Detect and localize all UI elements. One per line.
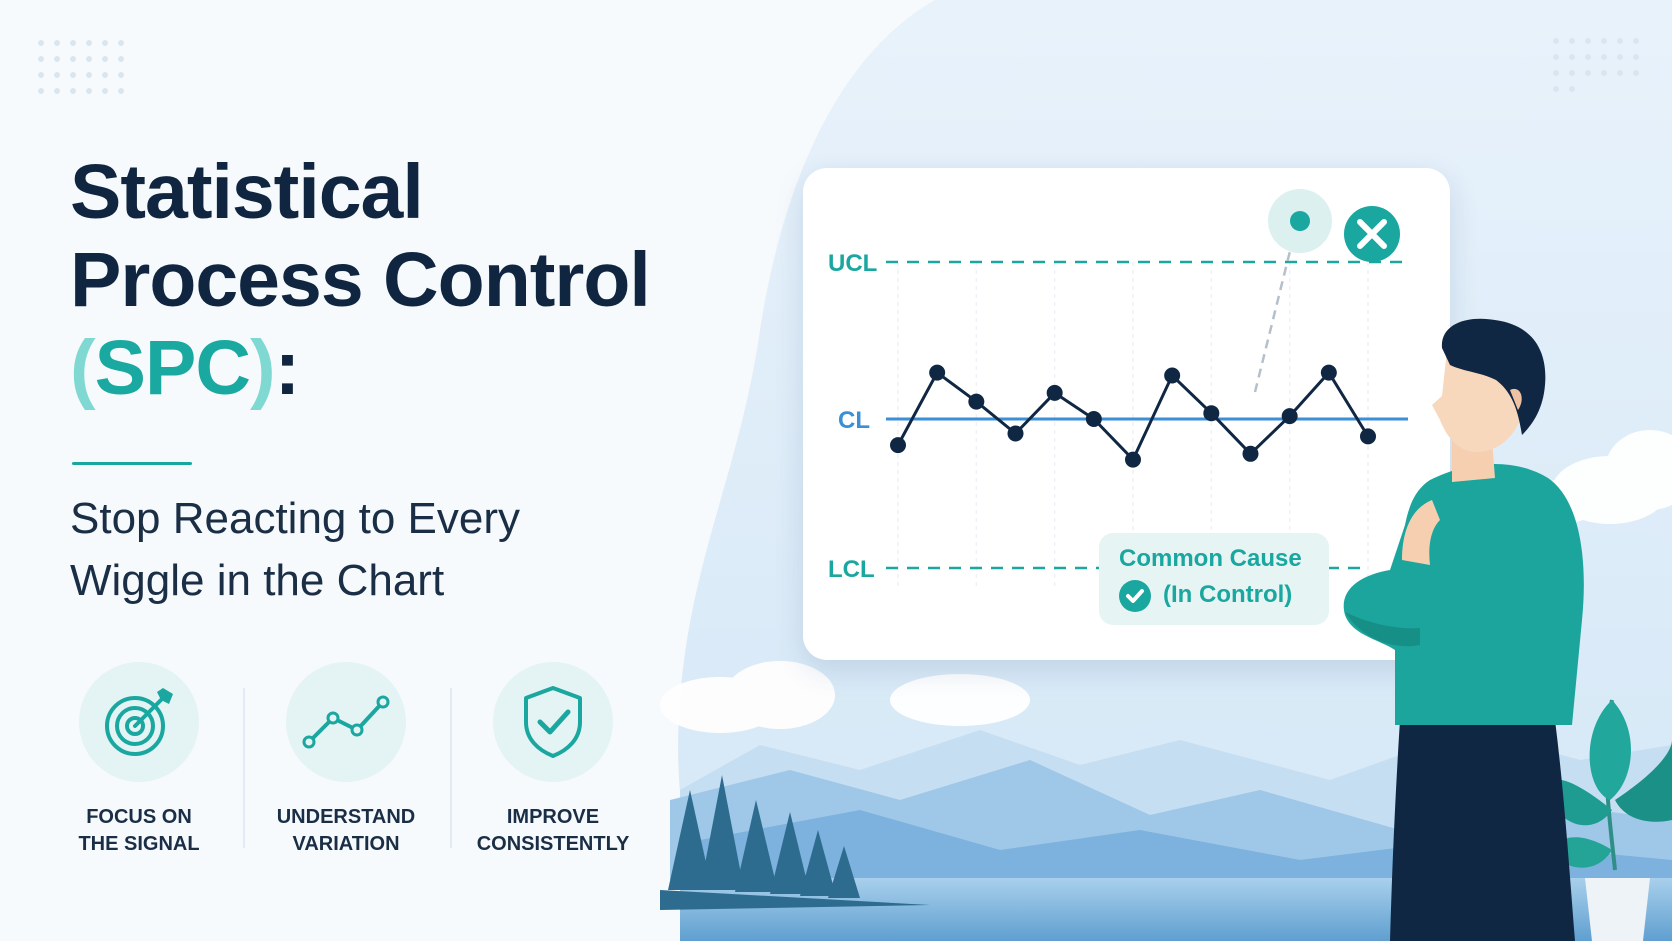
status-line-1: Common Cause: [1119, 545, 1302, 572]
subtitle-line-1: Stop Reacting to Every: [70, 494, 521, 543]
person-hand: [1402, 500, 1440, 565]
out-of-control-point: [1290, 211, 1310, 231]
data-series: [890, 364, 1376, 468]
feature-icon-circle: [286, 662, 406, 782]
shield-check-icon: [524, 686, 582, 758]
data-point: [1007, 425, 1024, 442]
data-point: [1360, 428, 1376, 445]
feature-focus-signal: FOCUS ON THE SIGNAL: [49, 662, 229, 858]
data-point: [1203, 405, 1220, 422]
dot-grid-left: [38, 40, 124, 94]
page-subtitle: Stop Reacting to Every Wiggle in the Cha…: [70, 488, 690, 612]
page-title: Statistical Process Control (SPC):: [70, 148, 750, 412]
data-point: [1242, 445, 1259, 462]
feature-label: IMPROVE CONSISTENTLY: [463, 804, 643, 858]
feature-label-line-2: CONSISTENTLY: [476, 833, 630, 855]
status-line-2: (In Control): [1163, 581, 1293, 608]
title-line-2: Process Control: [70, 237, 651, 323]
pine-trees: [660, 775, 930, 910]
check-circle-icon: [1119, 580, 1151, 612]
feature-improve-consistently: IMPROVE CONSISTENTLY: [463, 662, 643, 858]
feature-label: FOCUS ON THE SIGNAL: [49, 804, 229, 858]
feature-divider: [450, 688, 452, 848]
control-chart: UCL CL LCL: [828, 189, 1408, 588]
person-torso: [1343, 463, 1584, 725]
target-arrow-icon: [105, 688, 173, 756]
data-point: [1046, 384, 1063, 401]
chart-grid: [897, 262, 1369, 588]
feature-label-line-1: UNDERSTAND: [276, 806, 416, 828]
person-ear: [1510, 388, 1522, 410]
data-point: [929, 364, 946, 381]
data-point: [1281, 408, 1298, 425]
dot-grid-right: [1553, 38, 1639, 92]
connector-line: [1253, 230, 1297, 393]
lcl-label: LCL: [828, 556, 875, 583]
data-point: [1125, 451, 1141, 468]
title-underline: [72, 462, 192, 465]
trend-line-icon: [302, 695, 390, 749]
feature-icon-circle: [79, 662, 199, 782]
data-point: [1164, 367, 1181, 384]
title-colon: :: [274, 325, 301, 411]
title-paren-open: (: [70, 325, 96, 411]
person-sleeve-shade: [1345, 612, 1420, 647]
title-paren-close: ): [249, 325, 276, 411]
feature-label-line-2: THE SIGNAL: [78, 833, 200, 855]
feature-label-line-1: FOCUS ON: [86, 806, 192, 828]
data-point: [968, 393, 985, 410]
subtitle-line-2: Wiggle in the Chart: [70, 556, 445, 605]
feature-label-line-1: IMPROVE: [506, 806, 600, 828]
data-point: [1320, 364, 1337, 381]
feature-label-line-2: VARIATION: [292, 833, 400, 855]
feature-divider: [243, 688, 245, 848]
title-acronym: SPC: [94, 325, 251, 411]
cl-label: CL: [838, 407, 870, 434]
data-point: [890, 437, 906, 454]
title-line-1: Statistical: [70, 149, 424, 235]
feature-label: UNDERSTAND VARIATION: [256, 804, 436, 858]
data-point: [1085, 411, 1102, 427]
ucl-label: UCL: [828, 250, 877, 277]
feature-icon-circle: [493, 662, 613, 782]
x-icon: [1344, 206, 1400, 262]
person-legs: [1390, 720, 1575, 941]
status-chip: Common Cause (In Control): [1099, 533, 1329, 625]
feature-understand-variation: UNDERSTAND VARIATION: [256, 662, 436, 858]
title-line-3: (SPC):: [70, 324, 750, 412]
